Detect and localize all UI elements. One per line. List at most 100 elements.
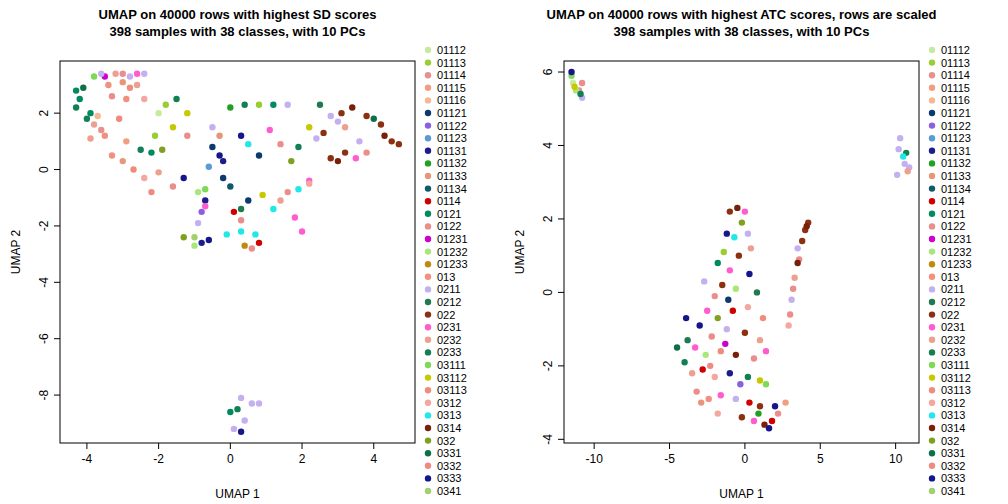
scatter-point <box>715 410 721 416</box>
scatter-point <box>681 359 687 365</box>
scatter-point <box>760 315 766 321</box>
scatter-point <box>227 409 233 415</box>
scatter-point <box>712 293 718 299</box>
legend-swatch <box>929 463 935 469</box>
x-tick-label: 4 <box>370 452 377 466</box>
scatter-point <box>120 79 126 85</box>
scatter-point <box>328 155 334 161</box>
legend-swatch <box>425 374 431 380</box>
scatter-point <box>277 141 283 147</box>
scatter-point <box>766 425 772 431</box>
x-tick <box>895 443 896 449</box>
legend-swatch <box>929 387 935 393</box>
x-tick-label: -5 <box>664 452 675 466</box>
scatter-point <box>116 116 122 122</box>
legend-swatch <box>929 236 935 242</box>
legend-label: 0212 <box>437 296 461 308</box>
legend-label: 0233 <box>941 346 965 358</box>
scatter-point <box>241 101 247 107</box>
scatter-point <box>353 155 359 161</box>
legend-label: 0232 <box>941 334 965 346</box>
scatter-point <box>396 141 402 147</box>
x-tick-label: 2 <box>299 452 306 466</box>
scatter-point <box>721 249 727 255</box>
legend-label: 01132 <box>437 157 467 169</box>
scatter-point <box>252 231 258 237</box>
y-tick-label: 6 <box>541 68 555 75</box>
scatter-point <box>692 344 698 350</box>
scatter-point <box>712 374 718 380</box>
scatter-point <box>733 352 739 358</box>
legend-swatch <box>929 122 935 128</box>
legend-label: 013 <box>437 271 455 283</box>
scatter-point <box>270 101 276 107</box>
legend-label: 01134 <box>437 183 467 195</box>
y-tick <box>54 169 60 170</box>
legend-label: 0231 <box>437 321 461 333</box>
scatter-point <box>727 267 733 273</box>
scatter-point <box>701 278 707 284</box>
legend-label: 01123 <box>437 132 467 144</box>
scatter-point <box>206 237 212 243</box>
scatter-point <box>191 234 197 240</box>
legend-label: 01231 <box>437 233 468 245</box>
scatter-point <box>706 396 712 402</box>
y-tick-label: 4 <box>541 142 555 149</box>
legend-label: 0333 <box>437 472 461 484</box>
scatter-point <box>202 197 208 203</box>
scatter-point <box>772 403 778 409</box>
scatter-point <box>245 197 251 203</box>
legend-swatch <box>929 110 935 116</box>
legend-swatch <box>425 198 431 204</box>
scatter-point <box>288 158 294 164</box>
legend-swatch <box>929 324 935 330</box>
scatter-point <box>256 240 262 246</box>
legend-swatch <box>929 72 935 78</box>
scatter-point <box>105 82 111 88</box>
legend-swatch <box>929 198 935 204</box>
scatter-point <box>734 205 740 211</box>
scatter-point <box>689 370 695 376</box>
legend-swatch <box>425 135 431 141</box>
scatter-point <box>120 70 126 76</box>
y-tick <box>54 225 60 226</box>
legend-swatch <box>929 97 935 103</box>
legend-label: 022 <box>437 309 455 321</box>
scatter-point <box>746 271 752 277</box>
y-tick-label: 2 <box>37 109 51 116</box>
scatter-point <box>568 69 574 75</box>
scatter-point <box>87 135 93 141</box>
legend-label: 01123 <box>941 132 971 144</box>
y-tick-label: -6 <box>37 333 51 344</box>
scatter-point <box>727 208 733 214</box>
scatter-point <box>170 124 176 130</box>
y-tick <box>558 439 564 440</box>
scatter-point <box>745 304 751 310</box>
y-tick-label: -4 <box>541 434 555 445</box>
scatter-point <box>702 352 708 358</box>
scatter-point <box>739 414 745 420</box>
scatter-point <box>231 209 237 215</box>
scatter-point <box>234 406 240 412</box>
legend-label: 0341 <box>437 485 461 497</box>
scatter-point <box>746 399 752 405</box>
scatter-point <box>134 82 140 88</box>
scatter-point <box>900 153 906 159</box>
scatter-point <box>220 175 226 181</box>
scatter-point <box>763 381 769 387</box>
scatter-point <box>745 374 751 380</box>
legend-label: 01231 <box>941 233 972 245</box>
scatter-point <box>216 133 222 139</box>
legend-swatch <box>425 211 431 217</box>
legend-swatch <box>425 47 431 53</box>
x-tick <box>158 443 159 449</box>
scatter-point <box>751 355 757 361</box>
legend-swatch <box>929 488 935 494</box>
scatter-point <box>270 206 276 212</box>
legend-label: 03113 <box>941 384 971 396</box>
scatter-point <box>148 189 154 195</box>
legend-swatch <box>929 59 935 65</box>
scatter-point <box>73 87 79 93</box>
legend-label: 01232 <box>437 246 468 258</box>
legend-swatch <box>929 362 935 368</box>
